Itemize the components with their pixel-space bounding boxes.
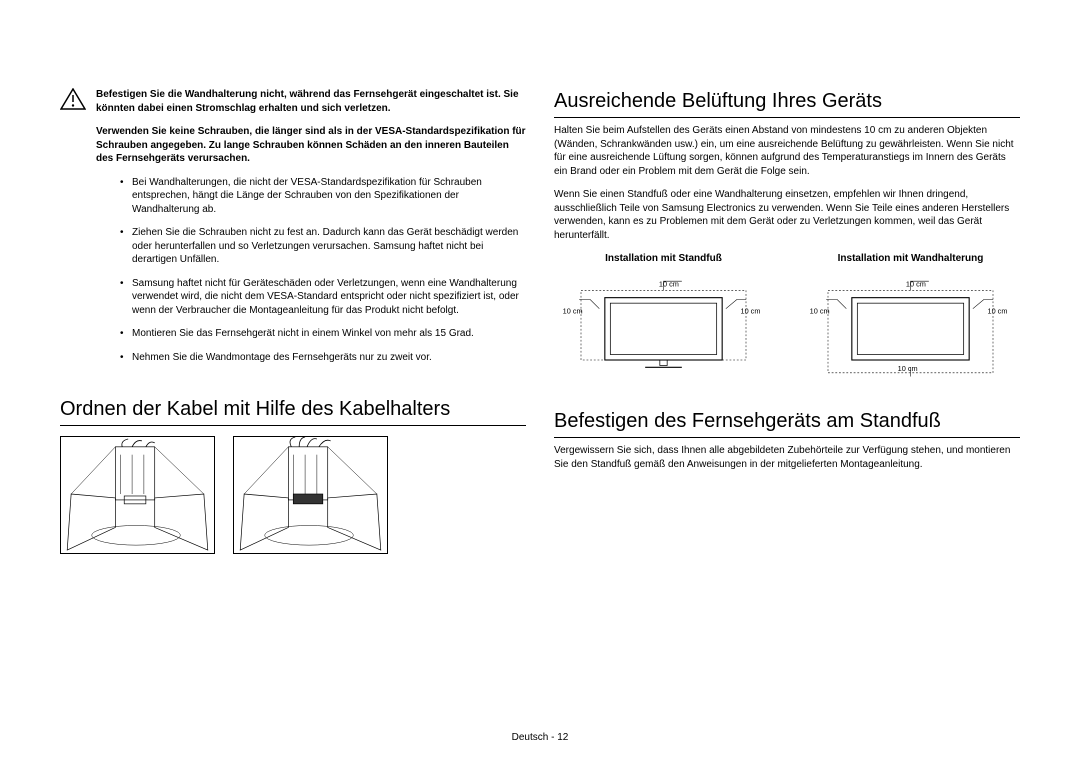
cable-diagram-2: [233, 436, 388, 554]
bullet-item: Bei Wandhalterungen, die nicht der VESA-…: [120, 176, 526, 217]
svg-text:10 cm: 10 cm: [988, 306, 1008, 315]
svg-text:10 cm: 10 cm: [906, 279, 926, 288]
bullet-item: Montieren Sie das Fernsehgerät nicht in …: [120, 327, 526, 341]
install-wall-title: Installation mit Wandhalterung: [801, 252, 1020, 266]
precaution-list: Bei Wandhalterungen, die nicht der VESA-…: [96, 176, 526, 365]
section-heading-ventilation: Ausreichende Belüftung Ihres Geräts: [554, 88, 1020, 118]
warning-text-1: Befestigen Sie die Wandhalterung nicht, …: [96, 88, 526, 115]
svg-text:10 cm: 10 cm: [898, 364, 918, 373]
svg-text:10 cm: 10 cm: [659, 279, 679, 288]
wall-diagram: 10 cm 10 cm 10 cm 10 cm: [801, 272, 1020, 382]
svg-text:10 cm: 10 cm: [563, 306, 583, 315]
install-stand-title: Installation mit Standfuß: [554, 252, 773, 266]
bullet-item: Nehmen Sie die Wandmontage des Fernsehge…: [120, 351, 526, 365]
section-heading-mounting: Befestigen des Fernsehgeräts am Standfuß: [554, 408, 1020, 438]
stand-diagram: 10 cm 10 cm 10 cm: [554, 272, 773, 382]
svg-text:10 cm: 10 cm: [741, 306, 761, 315]
bullet-item: Samsung haftet nicht für Geräteschäden o…: [120, 277, 526, 318]
ventilation-para-1: Halten Sie beim Aufstellen des Geräts ei…: [554, 124, 1020, 178]
warning-text-2: Verwenden Sie keine Schrauben, die länge…: [96, 125, 526, 166]
warning-icon: [60, 88, 86, 110]
cable-diagram-1: [60, 436, 215, 554]
bullet-item: Ziehen Sie die Schrauben nicht zu fest a…: [120, 226, 526, 267]
section-heading-cables: Ordnen der Kabel mit Hilfe des Kabelhalt…: [60, 396, 526, 426]
ventilation-para-2: Wenn Sie einen Standfuß oder eine Wandha…: [554, 188, 1020, 242]
page-footer: Deutsch - 12: [0, 731, 1080, 745]
svg-text:10 cm: 10 cm: [810, 306, 830, 315]
mounting-para: Vergewissern Sie sich, dass Ihnen alle a…: [554, 444, 1020, 471]
